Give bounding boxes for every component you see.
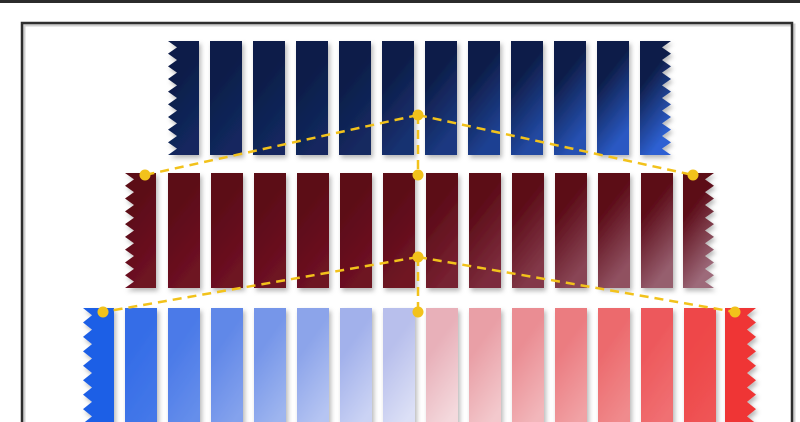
swatch-end (125, 173, 156, 288)
swatch (254, 308, 286, 422)
swatch (511, 41, 543, 155)
swatch-end (168, 41, 199, 155)
swatch-end (83, 308, 114, 422)
swatch (297, 308, 329, 422)
swatch-row (168, 41, 671, 155)
frame-shadow (22, 23, 796, 422)
swatch (641, 308, 673, 422)
swatch (211, 308, 243, 422)
swatch (168, 308, 200, 422)
swatch-end (683, 173, 714, 288)
swatch (426, 173, 458, 288)
swatch (597, 41, 629, 155)
connector-line (102, 255, 419, 314)
swatch (598, 308, 630, 422)
connector-node (412, 251, 424, 263)
connector-node (412, 306, 424, 318)
connector-line (144, 113, 419, 177)
connector-node (97, 306, 109, 318)
swatch (554, 41, 586, 155)
swatch (168, 173, 200, 288)
swatch (297, 173, 329, 288)
swatch (382, 41, 414, 155)
connector-node (139, 169, 151, 181)
swatch (253, 41, 285, 155)
swatch-row (125, 173, 714, 288)
swatch (555, 173, 587, 288)
connector-node (687, 169, 699, 181)
connector-node (412, 109, 424, 121)
frame (20, 21, 794, 422)
connector-line (417, 113, 694, 177)
swatch-end (725, 308, 756, 422)
swatch (383, 173, 415, 288)
swatch (340, 173, 372, 288)
swatch (512, 173, 544, 288)
swatch (254, 173, 286, 288)
swatch (426, 308, 458, 422)
swatch (211, 173, 243, 288)
swatch (210, 41, 242, 155)
connector-node (729, 306, 741, 318)
swatch (468, 41, 500, 155)
connector-node (412, 169, 424, 181)
swatch-row (83, 308, 756, 422)
swatch (383, 308, 415, 422)
swatch (469, 308, 501, 422)
connectors (97, 109, 741, 318)
swatch (339, 41, 371, 155)
swatch (598, 173, 630, 288)
swatch (425, 41, 457, 155)
swatch (512, 308, 544, 422)
swatch-end (640, 41, 671, 155)
top-edge (0, 0, 800, 3)
swatch (125, 308, 157, 422)
swatch-rows (83, 41, 756, 422)
swatch (641, 173, 673, 288)
swatch (340, 308, 372, 422)
connector-line (417, 255, 736, 314)
swatch (684, 308, 716, 422)
swatch (555, 308, 587, 422)
